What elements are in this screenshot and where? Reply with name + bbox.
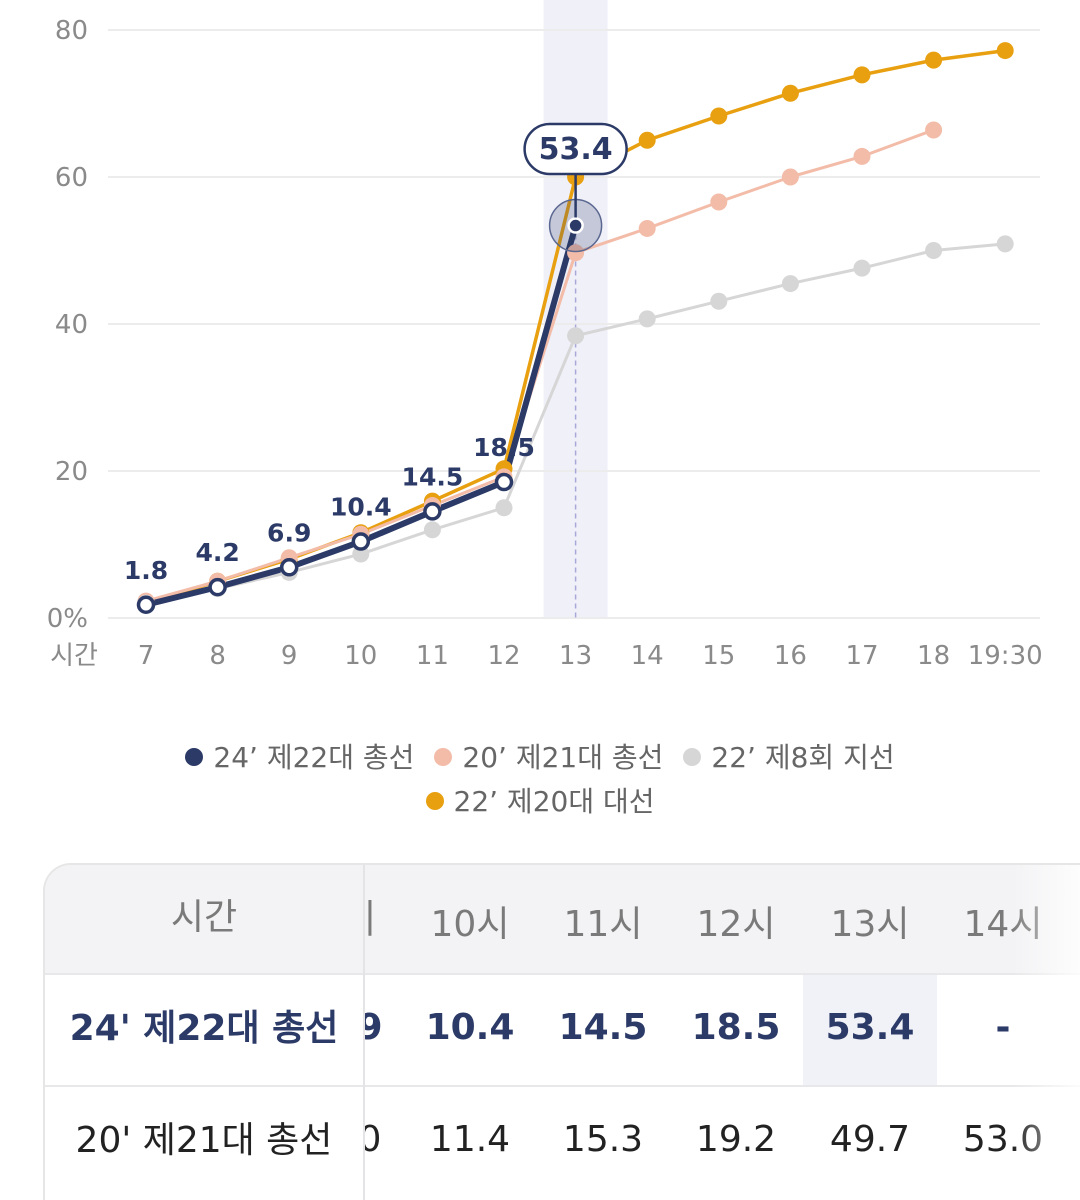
series-1-point <box>710 193 728 211</box>
x-tick-label: 16 <box>774 641 807 671</box>
series-2-point <box>423 521 441 539</box>
y-tick-label: 0% <box>47 604 88 634</box>
x-tick-label: 7 <box>138 641 155 671</box>
legend-row1-item-2[interactable]: 22’ 제8회 지선 <box>683 736 895 780</box>
x-tick-label: 12 <box>487 641 520 671</box>
x-tick-label: 11 <box>416 641 449 671</box>
row2-cell-13: 49.7 <box>829 1119 911 1160</box>
row1-cell-11: 14.5 <box>558 1007 648 1048</box>
row1-cell-12: 18.5 <box>691 1007 781 1048</box>
callout-value: 53.4 <box>539 132 613 167</box>
series-2-point <box>710 292 728 310</box>
row1-cell-14: - <box>995 1007 1011 1048</box>
legend-label: 24’ 제22대 총선 <box>213 741 415 774</box>
series-1-point <box>853 147 871 165</box>
series-1-point <box>638 219 656 237</box>
main-series-point <box>136 595 156 615</box>
header-cell-9: | <box>363 895 377 936</box>
x-tick-label: 14 <box>631 641 664 671</box>
callout-box <box>523 122 628 176</box>
x-axis-title: 시간 <box>50 641 98 671</box>
main-series-point <box>423 502 442 521</box>
y-tick-label: 80 <box>55 16 88 46</box>
y-tick-label: 60 <box>55 163 88 193</box>
series-2-point <box>352 545 370 563</box>
main-series-point <box>567 217 584 234</box>
row-divider <box>45 1085 1080 1087</box>
series-1-point <box>781 168 799 186</box>
x-tick-label: 13 <box>559 641 592 671</box>
legend-dot <box>434 748 453 766</box>
series-line-1 <box>144 128 936 603</box>
data-label: 6.9 <box>267 518 311 547</box>
x-tick-label: 17 <box>845 641 878 671</box>
main-series-point <box>351 532 371 551</box>
x-tick-label: 19:30 <box>968 641 1043 671</box>
header-cell-11: 11시 <box>563 904 643 945</box>
main-series-point <box>494 472 514 492</box>
row-label-column <box>45 865 365 1200</box>
legend-label: 22’ 제20대 대선 <box>453 785 655 818</box>
y-tick-label: 40 <box>55 310 88 340</box>
series-1-point <box>567 244 585 262</box>
legend-row1-item-1[interactable]: 20’ 제21대 총선 <box>434 736 663 780</box>
series-2-point <box>781 275 799 293</box>
series-2-point <box>925 242 943 259</box>
series-2-point <box>853 259 871 277</box>
legend-label: 20’ 제21대 총선 <box>462 741 664 774</box>
data-label: 18.5 <box>473 433 535 462</box>
row-label-20-21st-general: 20' 제21대 총선 <box>45 1087 363 1200</box>
series-2-point <box>567 327 585 345</box>
header-cell-13: 13시 <box>830 904 910 945</box>
row1-cell-10: 10.4 <box>425 1007 515 1048</box>
turnout-table[interactable]: | 10시 11시 12시 13시 14시 9 10.4 14.5 18.5 5… <box>43 863 1080 1200</box>
x-tick-label: 18 <box>917 641 950 671</box>
legend-row-2: 22’ 제20대 대선 <box>0 780 1080 824</box>
series-0-point <box>638 131 656 149</box>
series-2-point <box>638 310 656 328</box>
data-label: 1.8 <box>124 556 168 585</box>
series-0-point <box>996 42 1014 60</box>
row2-cell-11: 15.3 <box>562 1119 644 1160</box>
header-cell-12: 12시 <box>696 904 776 945</box>
row-divider <box>45 973 1080 975</box>
data-label: 4.2 <box>195 538 239 567</box>
series-0-point <box>853 66 871 84</box>
legend-label: 22’ 제8회 지선 <box>711 741 895 774</box>
x-tick-label: 10 <box>344 641 377 671</box>
series-1-point <box>925 121 943 139</box>
header-cell-10: 10시 <box>430 904 510 945</box>
legend-row1-item-0[interactable]: 24’ 제22대 총선 <box>185 736 414 780</box>
series-0-point <box>781 84 799 102</box>
highlight-cell-13 <box>803 973 937 1085</box>
legend-dot <box>683 748 702 766</box>
chart-legend: 24’ 제22대 총선 20’ 제21대 총선 22’ 제8회 지선 22’ 제20… <box>0 736 1080 824</box>
row-label-24-22nd-general: 24' 제22대 총선 <box>45 975 363 1083</box>
x-tick-label: 9 <box>281 641 298 671</box>
legend-dot <box>185 748 204 766</box>
legend-dot <box>425 792 444 810</box>
series-0-point <box>925 51 943 69</box>
main-series-point <box>208 577 227 597</box>
series-2-point <box>495 499 513 517</box>
series-0-point <box>710 107 728 125</box>
x-tick-label: 15 <box>702 641 735 671</box>
data-label: 14.5 <box>402 462 464 491</box>
row1-cell-13: 53.4 <box>825 1007 915 1048</box>
data-label: 10.4 <box>330 493 392 522</box>
y-tick-label: 20 <box>55 457 88 487</box>
scroll-fade <box>1012 865 1080 1200</box>
legend-row-1: 24’ 제22대 총선 20’ 제21대 총선 22’ 제8회 지선 <box>0 736 1080 780</box>
x-tick-label: 8 <box>209 641 226 671</box>
table-header-label: 시간 <box>45 865 363 971</box>
main-series-point <box>279 558 299 577</box>
series-2-point <box>996 235 1014 253</box>
legend-row2-item-0[interactable]: 22’ 제20대 대선 <box>425 780 655 824</box>
row2-cell-12: 19.2 <box>695 1119 777 1160</box>
row2-cell-10: 11.4 <box>429 1119 511 1160</box>
turnout-line-chart: 0% 20 40 60 80 시간 7 8 9 10 11 12 13 14 15 16 17 18 19:30 1.… <box>47 0 1043 671</box>
